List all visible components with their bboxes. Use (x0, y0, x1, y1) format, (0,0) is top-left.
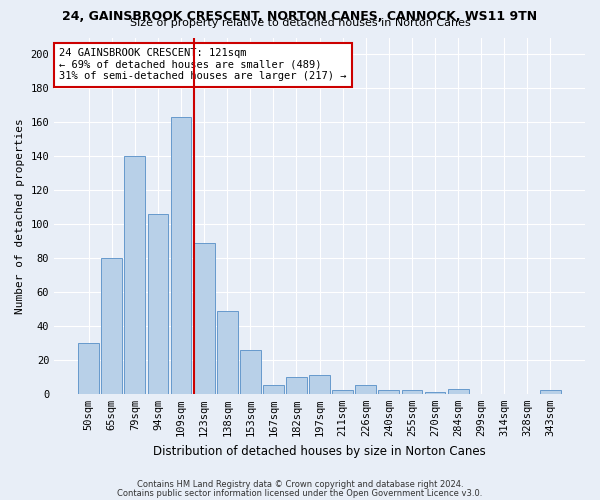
Bar (170, 117, 191, 394)
Bar (401, 390, 422, 394)
X-axis label: Distribution of detached houses by size in Norton Canes: Distribution of detached houses by size … (153, 444, 486, 458)
Bar (309, 375, 330, 394)
Bar (286, 377, 307, 394)
Bar (78, 343, 99, 394)
Bar (332, 390, 353, 394)
Bar (263, 386, 284, 394)
Text: 24, GAINSBROOK CRESCENT, NORTON CANES, CANNOCK, WS11 9TN: 24, GAINSBROOK CRESCENT, NORTON CANES, C… (62, 10, 538, 23)
Bar (194, 243, 215, 394)
Bar (448, 388, 469, 394)
Bar (355, 386, 376, 394)
Bar (148, 214, 169, 394)
Bar (540, 390, 561, 394)
Text: Contains public sector information licensed under the Open Government Licence v3: Contains public sector information licen… (118, 488, 482, 498)
Bar (124, 156, 145, 394)
Text: 24 GAINSBROOK CRESCENT: 121sqm
← 69% of detached houses are smaller (489)
31% of: 24 GAINSBROOK CRESCENT: 121sqm ← 69% of … (59, 48, 347, 82)
Text: Size of property relative to detached houses in Norton Canes: Size of property relative to detached ho… (130, 18, 470, 28)
Y-axis label: Number of detached properties: Number of detached properties (15, 118, 25, 314)
Bar (425, 392, 445, 394)
Text: Contains HM Land Registry data © Crown copyright and database right 2024.: Contains HM Land Registry data © Crown c… (137, 480, 463, 489)
Bar (240, 350, 261, 394)
Bar (217, 310, 238, 394)
Bar (379, 390, 399, 394)
Bar (101, 258, 122, 394)
